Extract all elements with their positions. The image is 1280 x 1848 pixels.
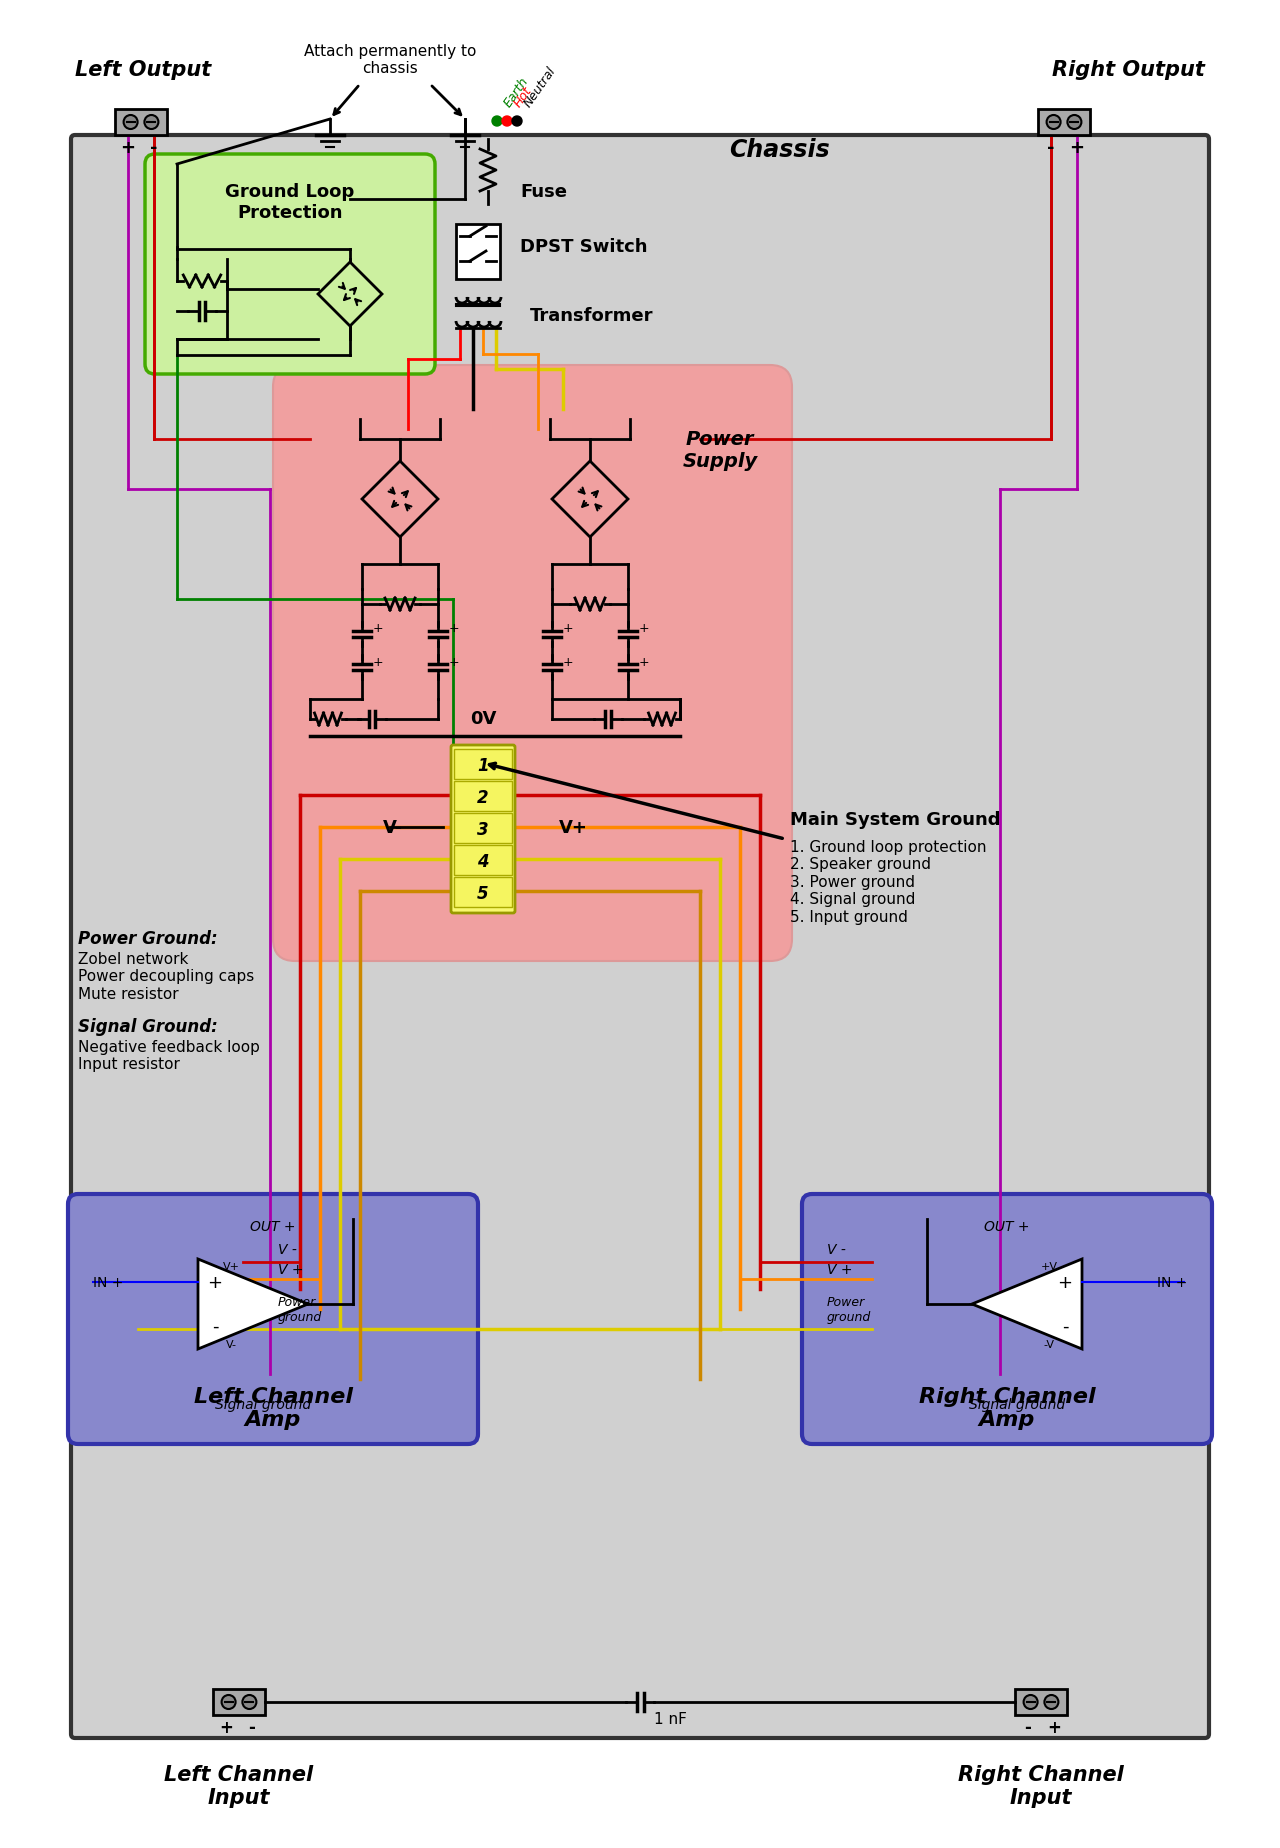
Text: Signal ground: Signal ground — [215, 1397, 311, 1412]
Text: Right Output: Right Output — [1052, 59, 1204, 79]
Text: +: + — [639, 656, 650, 669]
Text: +: + — [449, 623, 460, 636]
Text: Negative feedback loop
Input resistor: Negative feedback loop Input resistor — [78, 1039, 260, 1072]
Text: Right Channel
Input: Right Channel Input — [959, 1765, 1124, 1807]
Circle shape — [512, 116, 522, 128]
Bar — [1038, 109, 1091, 137]
Text: +: + — [372, 656, 384, 669]
Circle shape — [502, 116, 512, 128]
Text: IN +: IN + — [93, 1275, 123, 1290]
Text: 2: 2 — [477, 789, 489, 806]
Text: DPST Switch: DPST Switch — [520, 238, 648, 255]
Text: Fuse: Fuse — [520, 183, 567, 201]
Text: 1: 1 — [477, 756, 489, 774]
Text: Zobel network
Power decoupling caps
Mute resistor: Zobel network Power decoupling caps Mute… — [78, 952, 255, 1002]
FancyBboxPatch shape — [273, 366, 792, 961]
Circle shape — [242, 1695, 256, 1709]
Text: 4: 4 — [477, 852, 489, 870]
Text: +: + — [563, 623, 573, 636]
FancyBboxPatch shape — [451, 745, 515, 913]
Bar — [115, 109, 166, 137]
Text: V +: V + — [827, 1262, 852, 1277]
Polygon shape — [198, 1258, 308, 1349]
Text: +: + — [1070, 139, 1084, 157]
Text: -: - — [1047, 139, 1055, 157]
Text: Hot: Hot — [511, 85, 534, 109]
Text: -: - — [150, 139, 157, 157]
Text: -: - — [1024, 1719, 1032, 1735]
Polygon shape — [972, 1258, 1082, 1349]
Circle shape — [145, 116, 159, 129]
Text: -: - — [248, 1719, 256, 1735]
Circle shape — [492, 116, 502, 128]
Circle shape — [124, 116, 138, 129]
Text: +: + — [120, 139, 136, 157]
Text: OUT +: OUT + — [251, 1220, 296, 1233]
FancyBboxPatch shape — [803, 1194, 1212, 1445]
Circle shape — [221, 1695, 236, 1709]
Text: OUT +: OUT + — [984, 1220, 1029, 1233]
Text: +: + — [207, 1273, 223, 1292]
FancyBboxPatch shape — [145, 155, 435, 375]
Text: Power
ground: Power ground — [827, 1295, 872, 1323]
Text: Attach permanently to
chassis: Attach permanently to chassis — [303, 44, 476, 76]
Bar — [454, 782, 512, 811]
Text: +: + — [639, 623, 650, 636]
Text: Signal Ground:: Signal Ground: — [78, 1018, 218, 1035]
Text: Earth: Earth — [500, 76, 531, 109]
Text: Neutral: Neutral — [521, 65, 558, 109]
Text: 1. Ground loop protection
2. Speaker ground
3. Power ground
4. Signal ground
5. : 1. Ground loop protection 2. Speaker gro… — [790, 839, 987, 924]
Text: Power Ground:: Power Ground: — [78, 930, 218, 948]
Bar — [454, 878, 512, 907]
Text: +: + — [372, 623, 384, 636]
Text: +: + — [449, 656, 460, 669]
Text: V -: V - — [827, 1242, 846, 1257]
Text: +: + — [1057, 1273, 1073, 1292]
Bar — [454, 846, 512, 876]
Text: Transformer: Transformer — [530, 307, 654, 325]
Bar — [454, 813, 512, 843]
FancyBboxPatch shape — [70, 137, 1210, 1739]
Text: V+: V+ — [558, 819, 588, 837]
Circle shape — [1024, 1695, 1038, 1709]
Text: 5: 5 — [477, 885, 489, 902]
Text: Power
Supply: Power Supply — [682, 431, 758, 471]
Text: V-: V- — [225, 1340, 237, 1349]
Bar — [458, 227, 498, 277]
Text: Left Channel
Input: Left Channel Input — [164, 1765, 314, 1807]
Bar — [454, 750, 512, 780]
Text: V +: V + — [278, 1262, 303, 1277]
Text: Chassis: Chassis — [730, 139, 831, 163]
Text: Power
ground: Power ground — [278, 1295, 323, 1323]
FancyBboxPatch shape — [68, 1194, 477, 1445]
Text: V-: V- — [383, 819, 403, 837]
Circle shape — [1044, 1695, 1059, 1709]
Text: 3: 3 — [477, 821, 489, 839]
Circle shape — [1047, 116, 1061, 129]
Text: V -: V - — [278, 1242, 297, 1257]
Text: +: + — [219, 1719, 233, 1735]
Text: Right Channel
Amp: Right Channel Amp — [919, 1386, 1096, 1429]
Text: -: - — [1061, 1318, 1069, 1336]
Text: Left Output: Left Output — [76, 59, 211, 79]
Bar — [1015, 1689, 1068, 1715]
Circle shape — [1068, 116, 1082, 129]
Text: -: - — [211, 1318, 219, 1336]
Text: V+: V+ — [223, 1262, 239, 1271]
Text: +: + — [1047, 1719, 1061, 1735]
Text: Left Channel
Amp: Left Channel Amp — [193, 1386, 352, 1429]
FancyBboxPatch shape — [456, 225, 500, 279]
Bar — [212, 1689, 265, 1715]
Text: Signal ground: Signal ground — [969, 1397, 1065, 1412]
Text: +: + — [563, 656, 573, 669]
Text: +V: +V — [1041, 1262, 1057, 1271]
Text: -V: -V — [1043, 1340, 1055, 1349]
Text: Main System Ground: Main System Ground — [790, 811, 1001, 828]
Text: 1 nF: 1 nF — [654, 1711, 686, 1726]
Text: IN +: IN + — [1157, 1275, 1187, 1290]
Text: Ground Loop
Protection: Ground Loop Protection — [225, 183, 355, 222]
Text: 0V: 0V — [470, 710, 497, 728]
